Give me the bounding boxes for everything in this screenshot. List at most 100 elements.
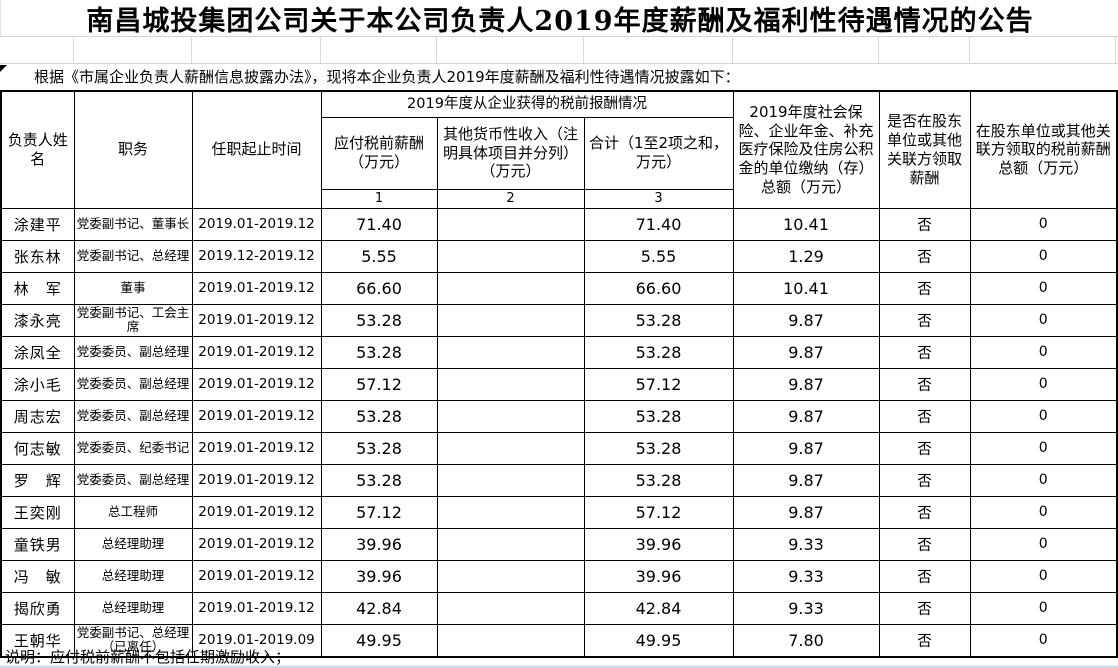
cell-shareholder_amount: 0: [969, 335, 1118, 369]
cell-total: 5.55: [583, 239, 734, 273]
cell-shareholder: 否: [878, 399, 971, 433]
gridline: [320, 37, 321, 63]
cell-total: 39.96: [583, 559, 734, 593]
table-row: 揭欣勇 总经理助理 2019.01-2019.12 42.84 42.84 9.33 否 0: [0, 591, 1118, 625]
cell-total: 53.28: [583, 399, 734, 433]
cell-other: [436, 463, 585, 497]
cell-name: 童铁男: [0, 527, 75, 561]
cell-other: [436, 399, 585, 433]
cell-total: 66.60: [583, 271, 734, 305]
cell-shareholder: 否: [878, 303, 971, 337]
gridline: [191, 37, 192, 63]
cell-insurance: 9.33: [732, 591, 880, 625]
cell-other: [436, 527, 585, 561]
cell-other: [436, 207, 585, 241]
cell-shareholder_amount: 0: [969, 239, 1118, 273]
cell-total: 57.12: [583, 367, 734, 401]
cell-tenure: 2019.01-2019.12: [191, 495, 322, 529]
salary-table: 负责人姓名 职务 任职起止时间 2019年度从企业获得的税前报酬情况 2019年…: [0, 90, 1118, 658]
cell-shareholder_amount: 0: [969, 495, 1118, 529]
table-row: 漆永亮 党委副书记、工会主席 2019.01-2019.12 53.28 53.28 9.…: [0, 303, 1118, 337]
cell-position: 总经理助理: [73, 527, 193, 561]
cell-total: 71.40: [583, 207, 734, 241]
table-row: 童铁男 总经理助理 2019.01-2019.12 39.96 39.96 9.33 否 0: [0, 527, 1118, 561]
cell-name: 涂建平: [0, 207, 75, 241]
gridline: [969, 37, 970, 63]
cell-shareholder_amount: 0: [969, 591, 1118, 625]
cell-salary: 53.28: [320, 399, 438, 433]
cell-name: 何志敏: [0, 431, 75, 465]
table-row: 张东林 党委副书记、总经理 2019.12-2019.12 5.55 5.55 1.29 否…: [0, 239, 1118, 273]
cell-name: 冯 敏: [0, 559, 75, 593]
cell-other: [436, 335, 585, 369]
cell-total: 39.96: [583, 527, 734, 561]
cell-salary: 53.28: [320, 303, 438, 337]
spreadsheet-gridline-row: [0, 36, 1118, 64]
table-row: 罗 辉党委委员、副总经理 2019.01-2019.12 53.28 53.28 9.8…: [0, 463, 1118, 497]
cell-shareholder_amount: 0: [969, 399, 1118, 433]
cell-name: 林 军: [0, 271, 75, 305]
cell-insurance: 9.87: [732, 335, 880, 369]
cell-position: 董事: [73, 271, 193, 305]
cell-total: 53.28: [583, 303, 734, 337]
cell-name: 张东林: [0, 239, 75, 273]
cell-total: 53.28: [583, 463, 734, 497]
gridline: [436, 37, 437, 63]
cell-shareholder_amount: 0: [969, 367, 1118, 401]
cell-insurance: 9.87: [732, 463, 880, 497]
header-position: 职务: [73, 90, 193, 209]
cell-position: 总工程师: [73, 495, 193, 529]
cell-position: 党委副书记、董事长: [73, 207, 193, 241]
table-body: 涂建平 党委副书记、董事长 2019.01-2019.12 71.40 71.40 10.…: [0, 207, 1118, 657]
gridline: [583, 37, 584, 63]
cell-insurance: 1.29: [732, 239, 880, 273]
header-name: 负责人姓名: [0, 90, 75, 209]
cell-shareholder: 否: [878, 559, 971, 593]
cell-salary: 5.55: [320, 239, 438, 273]
cell-name: 漆永亮: [0, 303, 75, 337]
cell-salary: 71.40: [320, 207, 438, 241]
gridline: [732, 37, 733, 63]
cell-salary: 57.12: [320, 495, 438, 529]
cell-name: 涂凤全: [0, 335, 75, 369]
cell-position: 党委副书记、总经理: [73, 239, 193, 273]
cell-tenure: 2019.01-2019.12: [191, 207, 322, 241]
cell-insurance: 9.33: [732, 559, 880, 593]
table-row: 周志宏 党委委员、副总经理 2019.01-2019.12 53.28 53.28 9.8…: [0, 399, 1118, 433]
cell-salary: 49.95: [320, 623, 438, 657]
cell-tenure: 2019.01-2019.12: [191, 303, 322, 337]
cell-shareholder: 否: [878, 271, 971, 305]
cell-insurance: 7.80: [732, 623, 880, 657]
cell-tenure: 2019.01-2019.12: [191, 335, 322, 369]
header-insurance: 2019年度社会保险、企业年金、补充医疗保险及住房公积金的单位缴纳（存）总额（万…: [732, 90, 880, 209]
cell-shareholder: 否: [878, 335, 971, 369]
table-row: 王朝华 党委副书记、总经理（已离任） 2019.01-2019.09 49.95 49.…: [0, 623, 1118, 657]
cell-tenure: 2019.01-2019.12: [191, 367, 322, 401]
cell-insurance: 9.33: [732, 527, 880, 561]
page-title: 南昌城投集团公司关于本公司负责人2019年度薪酬及福利性待遇情况的公告: [0, 0, 1118, 37]
cell-salary: 57.12: [320, 367, 438, 401]
header-shareholder-paid: 是否在股东单位或其他关联方领取薪酬: [878, 90, 971, 209]
cell-other: [436, 431, 585, 465]
cell-shareholder: 否: [878, 463, 971, 497]
cell-shareholder_amount: 0: [969, 463, 1118, 497]
cell-other: [436, 367, 585, 401]
cell-tenure: 2019.01-2019.12: [191, 591, 322, 625]
cell-corner-marker-icon: [0, 65, 7, 72]
cell-name: 涂小毛: [0, 367, 75, 401]
cell-position: 党委副书记、总经理（已离任）: [73, 623, 193, 657]
cell-total: 57.12: [583, 495, 734, 529]
cell-position: 党委副书记、工会主席: [73, 303, 193, 337]
cell-salary: 53.28: [320, 463, 438, 497]
cell-salary: 53.28: [320, 431, 438, 465]
cell-other: [436, 239, 585, 273]
header-col-number-3: 3: [583, 188, 734, 209]
table-row: 冯 敏总经理助理 2019.01-2019.12 39.96 39.96 9.33 否 0: [0, 559, 1118, 593]
header-shareholder-amount: 在股东单位或其他关联方领取的税前薪酬总额（万元）: [969, 90, 1118, 209]
table-row: 涂凤全 党委委员、副总经理 2019.01-2019.12 53.28 53.28 9.8…: [0, 335, 1118, 369]
cell-shareholder: 否: [878, 431, 971, 465]
cell-shareholder: 否: [878, 239, 971, 273]
cell-tenure: 2019.12-2019.12: [191, 239, 322, 273]
cell-shareholder: 否: [878, 495, 971, 529]
